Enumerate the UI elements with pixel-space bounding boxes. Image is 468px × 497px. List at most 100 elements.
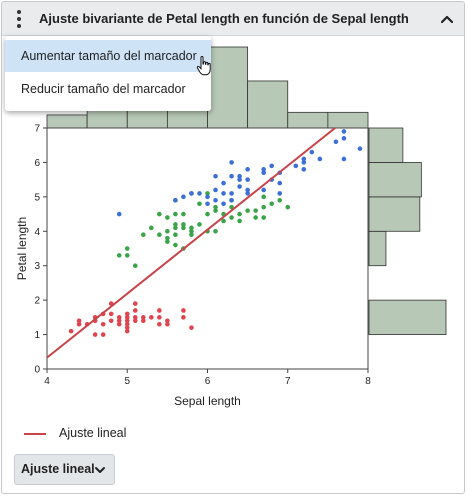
linear-fit-line — [47, 128, 337, 359]
data-point-virginica — [229, 160, 234, 165]
data-point-virginica — [229, 191, 234, 196]
data-point-setosa — [108, 311, 114, 317]
data-point-virginica — [341, 136, 347, 141]
y-axis-label: Petal length — [15, 217, 29, 280]
data-point-setosa — [100, 332, 106, 337]
data-point-versicolor — [181, 222, 186, 227]
data-point-versicolor — [189, 232, 194, 238]
y-tick-label: 0 — [34, 365, 40, 376]
vertical-dots-icon[interactable] — [8, 8, 30, 30]
data-point-setosa — [92, 332, 98, 337]
data-point-versicolor — [181, 225, 186, 231]
data-point-versicolor — [116, 253, 122, 258]
data-point-versicolor — [253, 215, 258, 220]
data-point-setosa — [124, 321, 130, 327]
data-point-virginica — [116, 211, 122, 217]
data-point-setosa — [181, 308, 186, 313]
data-point-versicolor — [261, 215, 266, 220]
data-point-versicolor — [221, 218, 226, 224]
data-point-versicolor — [132, 263, 138, 269]
context-menu: Aumentar tamaño del marcador Reducir tam… — [5, 36, 211, 111]
data-point-versicolor — [124, 246, 130, 251]
data-point-setosa — [189, 325, 194, 330]
y-tick-label: 3 — [34, 261, 40, 272]
chevron-up-icon[interactable] — [438, 10, 456, 28]
data-point-versicolor — [197, 201, 202, 207]
data-point-virginica — [301, 167, 307, 172]
data-point-setosa — [141, 318, 146, 324]
data-point-setosa — [100, 321, 106, 327]
data-point-setosa — [124, 325, 130, 330]
data-point-versicolor — [285, 204, 291, 210]
data-point-versicolor — [197, 222, 202, 227]
data-point-versicolor — [173, 242, 178, 248]
y-tick-label: 5 — [34, 192, 40, 203]
y-histogram-bar — [368, 162, 422, 198]
data-point-setosa — [132, 318, 138, 324]
data-point-setosa — [157, 315, 162, 320]
data-point-virginica — [333, 139, 339, 145]
data-point-virginica — [341, 129, 347, 134]
data-point-versicolor — [165, 235, 170, 241]
data-point-setosa — [181, 315, 186, 320]
data-point-setosa — [116, 315, 122, 320]
data-point-virginica — [301, 160, 307, 165]
data-point-setosa — [165, 321, 170, 327]
data-point-setosa — [76, 321, 82, 327]
legend-label: Ajuste lineal — [59, 426, 127, 440]
data-point-versicolor — [141, 232, 146, 238]
x-tick-label: 5 — [124, 376, 130, 387]
plot-frame — [46, 127, 369, 370]
x-histogram-bar — [287, 111, 329, 129]
y-histogram-bar — [368, 299, 447, 335]
linear-fit-dropdown-button[interactable]: Ajuste lineal — [14, 454, 115, 485]
data-point-virginica — [357, 146, 363, 151]
data-point-versicolor — [229, 215, 234, 220]
data-point-versicolor — [245, 208, 250, 213]
data-point-virginica — [309, 149, 315, 155]
x-histogram-bar — [327, 111, 369, 129]
data-point-virginica — [245, 187, 250, 193]
data-point-virginica — [237, 173, 242, 179]
data-point-virginica — [213, 173, 218, 179]
data-point-versicolor — [253, 208, 258, 213]
data-point-versicolor — [181, 211, 186, 217]
menu-item-increase-marker-size[interactable]: Aumentar tamaño del marcador — [5, 40, 211, 72]
data-point-virginica — [245, 191, 250, 196]
data-point-setosa — [116, 321, 122, 327]
x-axis-label: Sepal length — [174, 394, 241, 408]
data-point-versicolor — [269, 201, 275, 207]
data-point-versicolor — [213, 204, 218, 210]
data-point-versicolor — [213, 208, 218, 213]
panel-header: Ajuste bivariante de Petal length en fun… — [2, 2, 464, 36]
data-point-setosa — [149, 315, 154, 320]
data-point-versicolor — [124, 253, 130, 258]
data-point-setosa — [157, 308, 162, 313]
data-point-versicolor — [173, 225, 178, 231]
data-point-versicolor — [189, 225, 194, 231]
data-point-versicolor — [261, 194, 266, 200]
data-point-setosa — [132, 308, 138, 313]
data-point-virginica — [205, 201, 210, 207]
data-point-setosa — [132, 315, 138, 320]
data-point-virginica — [261, 167, 266, 172]
data-point-setosa — [165, 318, 170, 324]
hand-pointer-icon — [196, 56, 211, 76]
data-point-setosa — [132, 301, 138, 306]
data-point-virginica — [221, 201, 226, 207]
data-point-virginica — [293, 163, 299, 169]
menu-item-decrease-marker-size[interactable]: Reducir tamaño del marcador — [21, 82, 186, 96]
data-point-versicolor — [165, 215, 170, 220]
data-point-versicolor — [157, 232, 162, 238]
data-point-setosa — [68, 328, 74, 334]
data-point-virginica — [245, 177, 250, 182]
data-point-versicolor — [165, 239, 170, 244]
data-point-virginica — [221, 180, 226, 186]
data-point-setosa — [124, 315, 130, 320]
data-point-setosa — [157, 321, 162, 327]
data-point-virginica — [229, 173, 234, 179]
y-tick-label: 7 — [34, 124, 40, 135]
data-point-versicolor — [205, 191, 210, 196]
data-point-virginica — [261, 187, 266, 193]
